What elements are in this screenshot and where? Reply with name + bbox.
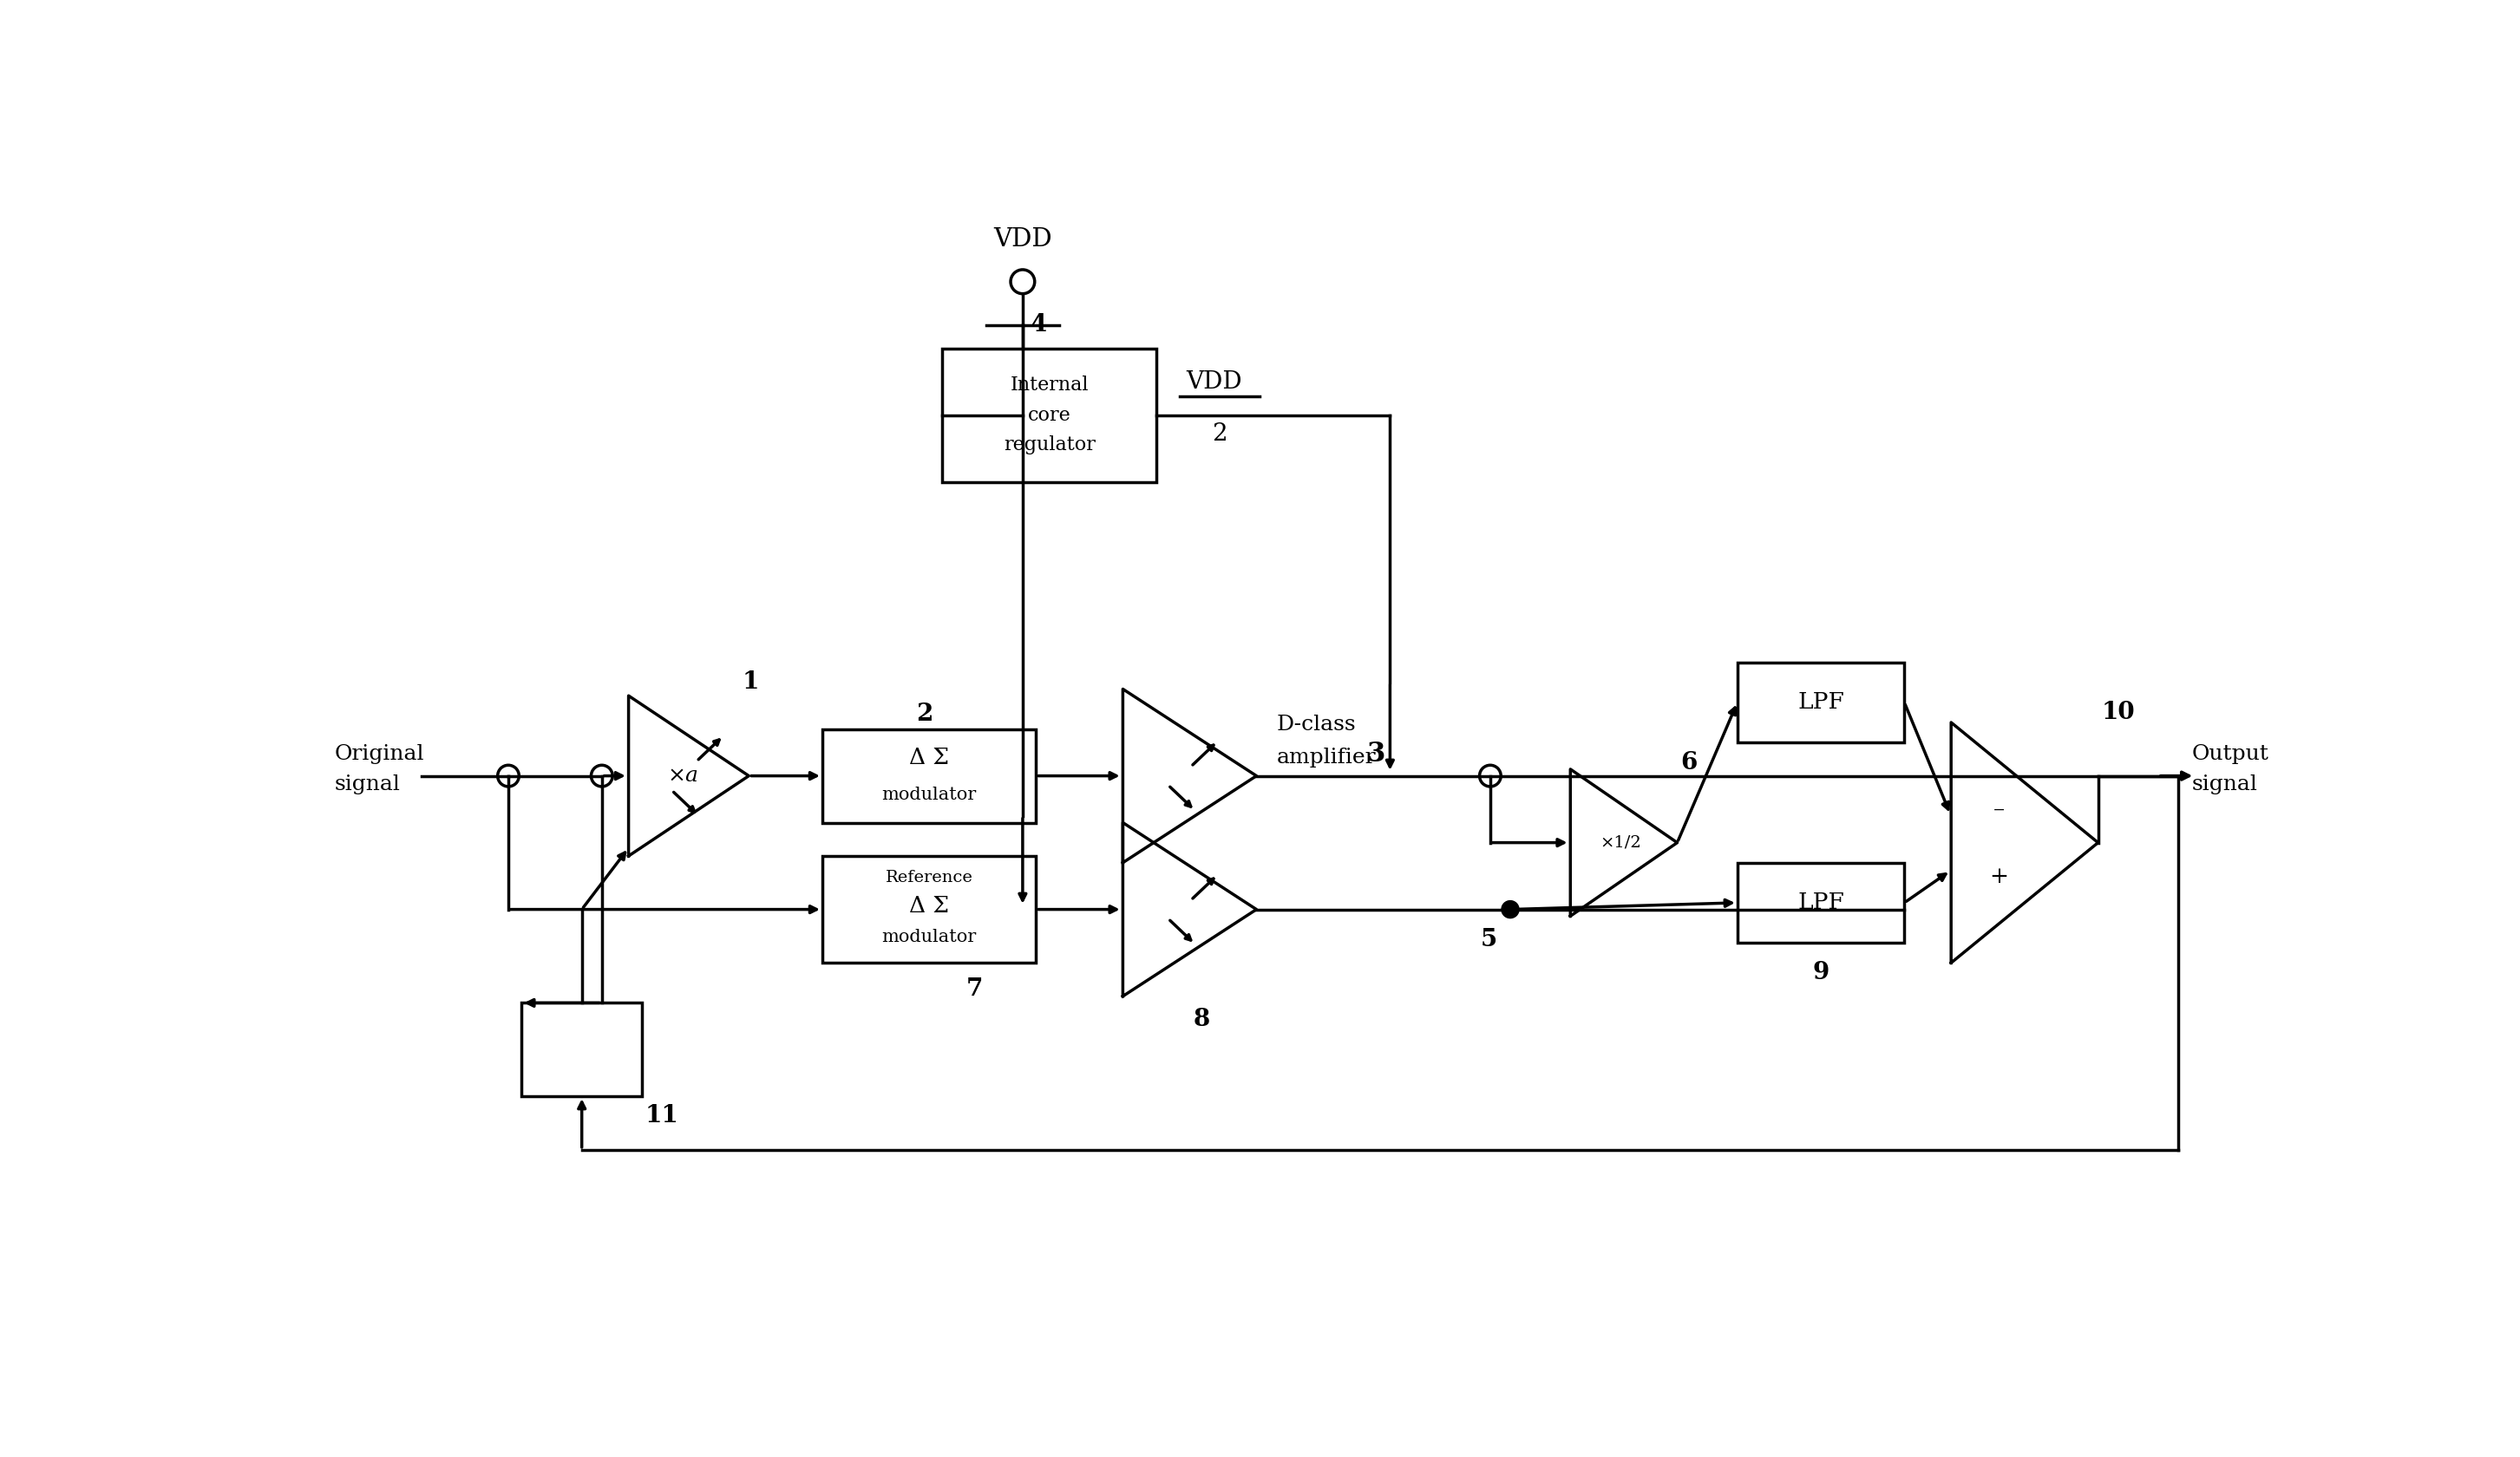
Text: 10: 10 (2102, 701, 2134, 724)
Bar (1736, 863, 1905, 943)
Text: VDD: VDD (1187, 370, 1242, 393)
Text: regulator: regulator (1003, 436, 1096, 455)
Text: signal: signal (2192, 775, 2258, 794)
Text: 8: 8 (1192, 1008, 1210, 1032)
Text: 9: 9 (1812, 962, 1830, 985)
Bar (1736, 663, 1905, 743)
Bar (822, 857, 1036, 963)
Text: Internal: Internal (1011, 376, 1089, 395)
Text: –: – (1993, 798, 2006, 820)
Text: Original: Original (335, 745, 423, 763)
Text: 5: 5 (1479, 928, 1497, 951)
Text: 11: 11 (645, 1104, 678, 1128)
Text: 1: 1 (741, 670, 759, 694)
Text: Δ Σ: Δ Σ (910, 746, 950, 768)
Text: 3: 3 (1366, 742, 1386, 768)
Text: Δ Σ: Δ Σ (910, 895, 950, 916)
Text: amplifier: amplifier (1278, 747, 1376, 768)
Text: modulator: modulator (882, 787, 978, 803)
Bar (822, 728, 1036, 823)
Text: ×1/2: ×1/2 (1600, 835, 1641, 851)
Text: 2: 2 (1212, 423, 1227, 446)
Text: LPF: LPF (1797, 892, 1845, 914)
Text: Output: Output (2192, 745, 2268, 763)
Text: 6: 6 (1681, 750, 1698, 774)
Text: signal: signal (335, 775, 401, 794)
Text: ×a: ×a (668, 766, 698, 785)
Text: core: core (1028, 405, 1071, 425)
Text: D-class: D-class (1278, 714, 1356, 734)
Text: 2: 2 (915, 702, 932, 726)
Text: Reference: Reference (885, 870, 973, 886)
Text: +: + (1991, 865, 2008, 887)
Bar (942, 348, 1157, 482)
Text: 4: 4 (1031, 313, 1048, 337)
Text: 7: 7 (965, 978, 983, 1001)
Text: modulator: modulator (882, 930, 978, 946)
Bar (522, 1002, 643, 1096)
Text: LPF: LPF (1797, 692, 1845, 714)
Text: VDD: VDD (993, 227, 1051, 252)
Circle shape (1502, 900, 1520, 918)
